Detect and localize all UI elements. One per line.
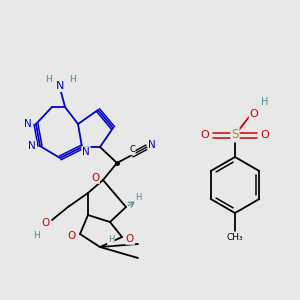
Text: H: H [45, 76, 51, 85]
Text: CH₃: CH₃ [227, 232, 243, 242]
Text: O: O [201, 130, 209, 140]
Text: N: N [24, 119, 32, 129]
Text: O: O [126, 234, 134, 244]
Text: O: O [261, 130, 269, 140]
Text: O: O [91, 173, 99, 183]
Text: H: H [108, 236, 114, 244]
Text: H: H [69, 76, 75, 85]
Text: O: O [42, 218, 50, 228]
Text: N: N [148, 140, 156, 150]
Text: N: N [56, 81, 64, 91]
Text: N: N [82, 147, 90, 157]
Text: C: C [129, 146, 135, 154]
Text: H: H [261, 97, 269, 107]
Text: S: S [231, 128, 239, 142]
Text: H: H [135, 194, 141, 202]
Text: H: H [33, 232, 39, 241]
Text: O: O [250, 109, 258, 119]
Text: O: O [68, 231, 76, 241]
Text: N: N [28, 141, 36, 151]
